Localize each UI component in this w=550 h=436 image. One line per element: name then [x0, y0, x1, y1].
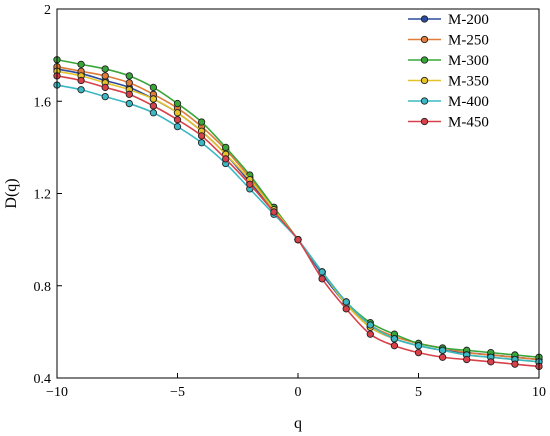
- data-point: [511, 360, 519, 368]
- series-line: [56, 68, 540, 361]
- legend-item: M-450: [408, 115, 489, 131]
- data-point: [173, 109, 182, 117]
- legend-marker: [420, 76, 429, 85]
- data-point: [77, 86, 85, 94]
- data-point: [318, 275, 326, 283]
- data-point: [173, 122, 182, 131]
- y-tick-label: 2: [44, 3, 51, 18]
- data-point: [390, 335, 399, 343]
- x-tick-label: −5: [170, 385, 185, 400]
- legend-marker: [420, 35, 429, 44]
- data-point: [342, 305, 350, 313]
- legend-marker: [420, 117, 429, 126]
- data-point: [101, 65, 109, 73]
- legend-label: M-350: [448, 74, 489, 90]
- y-axis-title: D(q): [3, 178, 20, 208]
- data-point: [487, 358, 495, 366]
- data-point: [101, 83, 109, 92]
- data-point: [366, 330, 374, 338]
- legend-marker: [420, 15, 429, 23]
- series-m-450: [53, 72, 543, 371]
- x-tick-label: 10: [532, 385, 546, 400]
- y-tick-label: 0.8: [34, 280, 52, 295]
- data-point: [197, 132, 206, 140]
- data-point: [222, 155, 230, 163]
- data-point: [318, 268, 326, 276]
- legend-marker: [420, 56, 429, 64]
- data-point: [463, 355, 471, 364]
- data-point: [125, 79, 133, 87]
- data-point: [414, 348, 423, 357]
- series-m-350: [53, 67, 543, 366]
- data-point: [197, 118, 206, 126]
- data-point: [342, 298, 350, 306]
- data-point: [77, 76, 85, 85]
- data-point: [246, 180, 254, 188]
- data-point: [438, 346, 447, 354]
- series-line: [56, 65, 540, 361]
- legend-label: M-200: [448, 12, 489, 28]
- x-tick-label: 5: [415, 385, 422, 400]
- x-tick-label: 0: [295, 385, 302, 400]
- data-point: [101, 92, 109, 101]
- data-point: [197, 139, 206, 147]
- legend-label: M-300: [448, 53, 489, 69]
- x-tick-label: −10: [46, 385, 68, 400]
- data-point: [125, 72, 133, 80]
- series-m-200: [53, 65, 543, 364]
- data-point: [149, 83, 158, 92]
- data-point: [125, 99, 133, 108]
- legend: M-200 M-250 M-300 M-350 M-400 M-450: [408, 12, 489, 131]
- data-point: [366, 321, 374, 329]
- data-point: [149, 95, 158, 103]
- y-tick-label: 1.6: [34, 95, 52, 110]
- data-point: [125, 90, 133, 98]
- y-tick-label: 0.4: [34, 372, 52, 387]
- legend-label: M-250: [448, 33, 489, 49]
- data-point: [438, 353, 447, 361]
- legend-item: M-350: [408, 74, 489, 90]
- legend-label: M-400: [448, 94, 489, 110]
- data-point: [294, 235, 302, 244]
- data-point: [270, 208, 278, 216]
- legend-item: M-250: [408, 33, 489, 49]
- legend-item: M-200: [408, 12, 489, 28]
- data-point: [149, 102, 158, 110]
- legend-item: M-400: [408, 94, 489, 110]
- data-point: [173, 116, 182, 124]
- data-point: [222, 143, 230, 152]
- y-tick-label: 1.2: [34, 188, 52, 203]
- data-point: [390, 342, 399, 350]
- data-point: [414, 342, 423, 350]
- data-point: [101, 72, 109, 80]
- data-point: [173, 99, 182, 108]
- data-point: [149, 109, 158, 117]
- data-point: [77, 60, 85, 68]
- legend-label: M-450: [448, 115, 489, 131]
- axes-layer: −10 −5 0 5 10 0.4 0.8 1.2 1.6 2: [34, 3, 547, 400]
- legend-marker: [420, 97, 429, 105]
- x-axis-title: q: [294, 415, 302, 432]
- legend-item: M-300: [408, 53, 489, 69]
